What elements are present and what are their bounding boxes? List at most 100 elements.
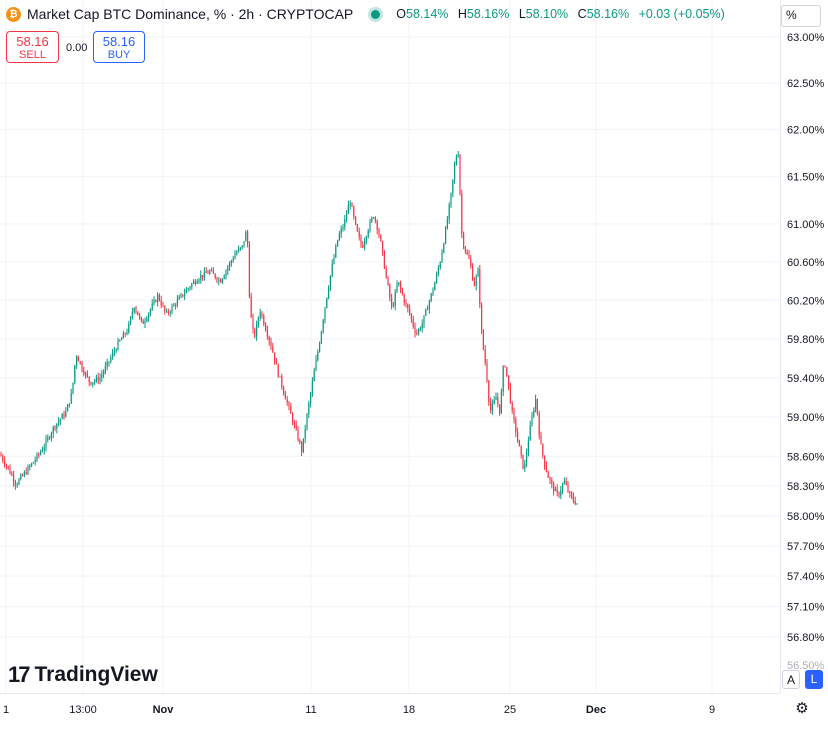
candle-body — [324, 307, 326, 321]
candle-body — [63, 414, 65, 417]
candle-body — [416, 333, 418, 335]
candle-body — [137, 311, 139, 316]
candle-body — [83, 370, 85, 375]
candle-body — [315, 359, 317, 371]
candle-body — [117, 340, 119, 350]
candle-body — [308, 403, 310, 415]
auto-scale-button[interactable]: A — [782, 670, 800, 689]
candle-body — [446, 219, 448, 229]
candle-body — [509, 385, 511, 403]
candle-body — [396, 284, 398, 293]
candle-body — [317, 351, 319, 360]
candle-body — [398, 282, 400, 285]
candle-body — [473, 280, 475, 286]
candle-body — [232, 258, 234, 261]
candle-body — [441, 252, 443, 263]
candle-body — [515, 419, 517, 433]
high-label: H — [457, 7, 467, 21]
symbol-legend[interactable]: ₿ Market Cap BTC Dominance, % · 2h · CRY… — [6, 6, 731, 22]
candle-body — [545, 465, 547, 472]
settings-icon[interactable]: ⚙ — [795, 700, 809, 717]
candle-body — [32, 462, 34, 464]
log-scale-button[interactable]: L — [805, 670, 823, 689]
time-tick-label: 11 — [305, 704, 316, 716]
candle-body — [445, 228, 447, 244]
candle-body — [38, 454, 40, 456]
candle-body — [266, 330, 268, 337]
candle-body — [556, 488, 558, 493]
price-tick-label: 58.30% — [787, 481, 825, 493]
candle-body — [27, 466, 29, 474]
candle-body — [268, 336, 270, 342]
price-axis[interactable]: 63.00% 62.50% 62.00% 61.50% 61.00% 60.60% 60.2… — [780, 0, 828, 693]
chart-pane[interactable] — [0, 0, 780, 693]
candle-body — [470, 258, 472, 266]
candle-body — [261, 312, 263, 316]
price-tick-label: 57.10% — [787, 601, 825, 613]
candle-body — [47, 437, 49, 440]
time-axis[interactable]: 1 13:00 Nov 11 18 25 Dec 9 — [0, 693, 780, 724]
candle-body — [495, 397, 497, 400]
candle-body — [245, 231, 247, 242]
candle-body — [356, 224, 358, 232]
candle-body — [247, 231, 249, 245]
buy-label: BUY — [107, 49, 131, 61]
candle-body — [92, 382, 94, 385]
candle-body — [328, 288, 330, 298]
candle-body — [360, 236, 362, 245]
candle-body — [164, 305, 166, 312]
candle-body — [49, 437, 51, 439]
candle-body — [572, 496, 574, 502]
candle-body — [297, 429, 299, 441]
high-value: 58.16% — [466, 7, 510, 21]
candle-body — [421, 323, 423, 329]
price-tick-label: 60.60% — [787, 257, 825, 269]
sell-button[interactable]: 58.16 SELL — [6, 31, 59, 63]
candle-body — [329, 275, 331, 289]
candle-body — [81, 362, 83, 371]
candle-body — [320, 331, 322, 344]
candle-body — [346, 214, 348, 220]
candle-body — [454, 164, 456, 180]
market-status-icon[interactable] — [371, 9, 381, 19]
candle-body — [205, 271, 207, 273]
time-tick-label: 25 — [504, 704, 516, 716]
candle-body — [450, 193, 452, 205]
candle-body — [180, 294, 182, 297]
candle-body — [124, 333, 126, 335]
tradingview-logo[interactable]: 17 TradingView — [8, 662, 158, 688]
candle-body — [524, 463, 526, 469]
candle-body — [259, 312, 261, 319]
candle-body — [472, 265, 474, 281]
candle-body — [549, 477, 551, 481]
candle-body — [410, 313, 412, 319]
candle-body — [455, 156, 457, 165]
candle-body — [76, 356, 78, 366]
candle-body — [31, 463, 33, 467]
candle-body — [135, 307, 137, 312]
candle-body — [153, 300, 155, 304]
symbol-title[interactable]: Market Cap BTC Dominance, % · 2h · CRYPT… — [27, 6, 354, 22]
candle-body — [544, 455, 546, 466]
scale-mode-button[interactable]: % — [781, 5, 821, 27]
candle-body — [535, 398, 537, 411]
candle-body — [333, 257, 335, 264]
candle-body — [436, 273, 438, 283]
candle-body — [425, 309, 427, 316]
candle-body — [322, 320, 324, 332]
buy-button[interactable]: 58.16 BUY — [93, 31, 145, 63]
candle-body — [337, 240, 339, 247]
candle-body — [292, 413, 294, 423]
candle-body — [61, 414, 63, 420]
candle-body — [171, 306, 173, 312]
candle-body — [155, 300, 157, 302]
candle-body — [331, 263, 333, 276]
candlestick-chart[interactable] — [0, 0, 780, 693]
candle-body — [68, 403, 70, 405]
candle-body — [142, 320, 144, 324]
price-tick-label: 57.40% — [787, 571, 825, 583]
candle-body — [491, 403, 493, 411]
candle-body — [274, 352, 276, 362]
candle-body — [569, 491, 571, 494]
candle-body — [202, 274, 204, 277]
